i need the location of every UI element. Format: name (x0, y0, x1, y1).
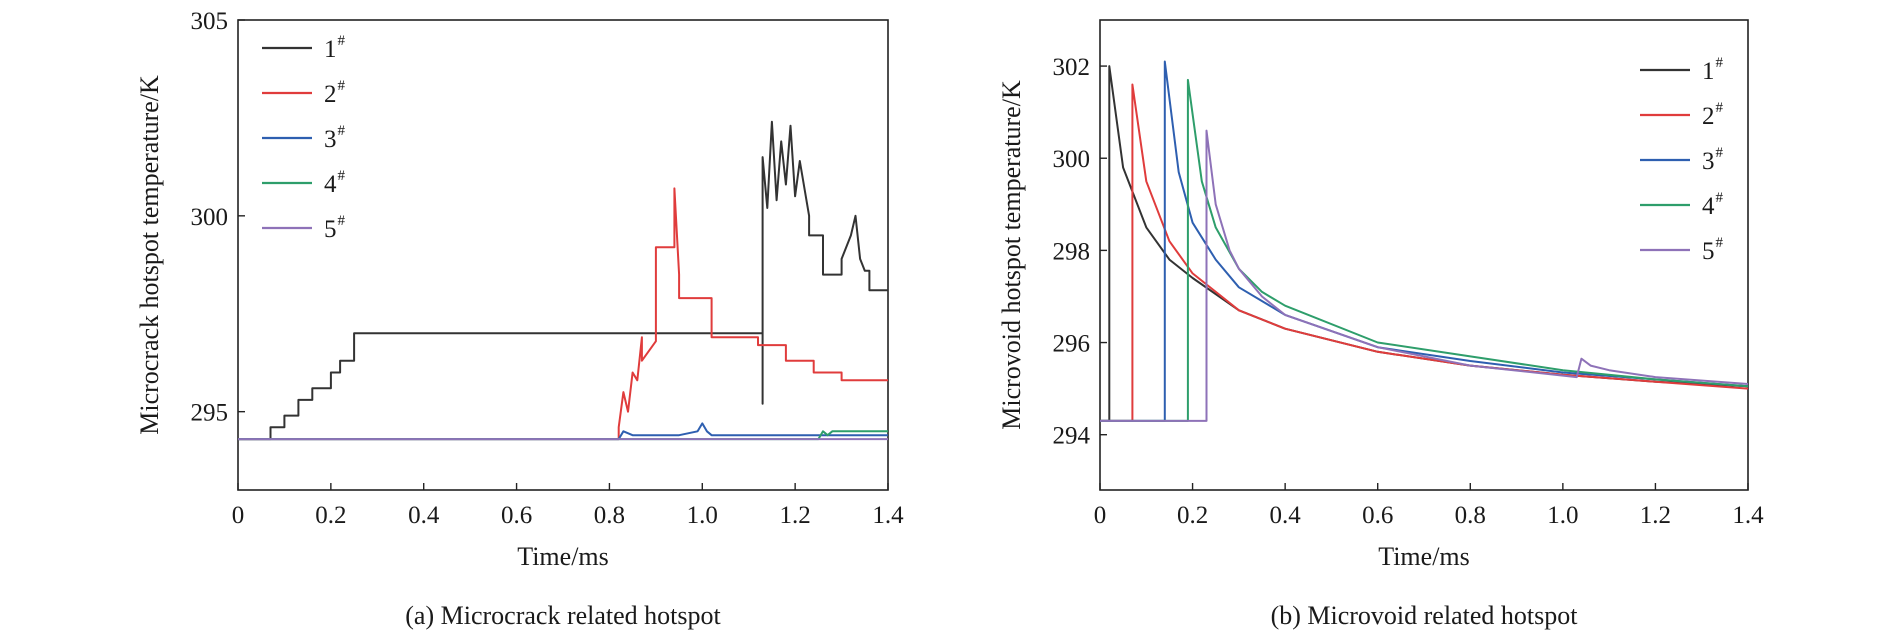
y-tick-label: 300 (191, 204, 229, 231)
y-tick-label: 298 (1053, 238, 1091, 265)
x-tick-label: 0 (1094, 502, 1107, 529)
legend-label-1: 1# (1702, 55, 1724, 85)
y-tick-label: 300 (1053, 146, 1091, 173)
x-tick-label: 0.2 (1177, 502, 1208, 529)
x-axis-label: Time/ms (1378, 542, 1470, 571)
y-tick-label: 294 (1053, 423, 1091, 450)
x-tick-label: 0.2 (315, 502, 346, 529)
legend-label-4: 4# (1702, 190, 1724, 220)
x-tick-label: 1.4 (872, 502, 904, 529)
plot-frame (1099, 19, 1749, 491)
y-tick-label: 305 (191, 8, 229, 35)
series-line-2 (238, 187, 888, 441)
legend-label-4: 4# (324, 168, 346, 198)
x-tick-label: 0 (232, 502, 245, 529)
y-axis-label: Microvoid hotspot temperature/K (997, 80, 1026, 430)
x-tick-label: 0.6 (501, 502, 532, 529)
y-tick-label: 295 (191, 400, 229, 427)
x-tick-label: 1.4 (1732, 502, 1764, 529)
legend-label-1: 1# (324, 33, 346, 63)
panel-caption: (b) Microvoid related hotspot (1271, 601, 1579, 630)
y-tick-label: 302 (1053, 54, 1091, 81)
series-line-5 (1100, 129, 1749, 422)
y-tick-label: 296 (1053, 331, 1091, 358)
y-axis-label: Microcrack hotspot temperature/K (135, 75, 164, 435)
legend-label-2: 2# (1702, 100, 1724, 130)
legend-label-5: 5# (324, 213, 346, 243)
x-tick-label: 1.0 (1547, 502, 1578, 529)
series-line-3 (238, 422, 888, 441)
panel-b-microvoid: 0 0.2 0.4 0.6 0.8 1.0 1.2 1.4 294 296 298 300 302 1# 2… (997, 19, 1764, 630)
x-tick-label: 1.2 (780, 502, 811, 529)
series-line-3 (1100, 60, 1749, 422)
legend-label-3: 3# (324, 123, 346, 153)
panel-caption: (a) Microcrack related hotspot (405, 601, 721, 630)
x-tick-label: 0.4 (1270, 502, 1302, 529)
x-axis-label: Time/ms (517, 542, 609, 571)
panel-a-microcrack: 0 0.2 0.4 0.6 0.8 1.0 1.2 1.4 295 300 305 1# 2# 3# 4# 5… (135, 8, 904, 630)
x-tick-label: 1.2 (1640, 502, 1671, 529)
plot-frame (237, 19, 889, 491)
legend-label-2: 2# (324, 78, 346, 108)
x-tick-label: 1.0 (687, 502, 718, 529)
legend-label-5: 5# (1702, 235, 1724, 265)
x-tick-label: 0.8 (1455, 502, 1486, 529)
series-line-4 (1100, 78, 1749, 422)
series-line-1 (1100, 65, 1749, 422)
x-tick-label: 0.8 (594, 502, 625, 529)
series-line-2 (1100, 83, 1749, 422)
x-tick-label: 0.6 (1362, 502, 1393, 529)
x-tick-label: 0.4 (408, 502, 440, 529)
legend-label-3: 3# (1702, 145, 1724, 175)
series-line-1 (238, 120, 888, 441)
